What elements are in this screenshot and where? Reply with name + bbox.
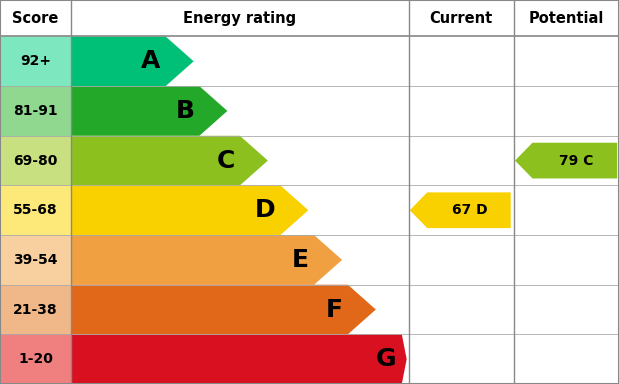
Bar	[0, 334, 71, 384]
Bar	[0, 86, 71, 136]
Text: 67 D: 67 D	[452, 203, 488, 217]
Bar	[0, 136, 71, 185]
Bar	[0, 185, 71, 235]
Text: D: D	[255, 198, 275, 222]
Text: 79 C: 79 C	[558, 154, 593, 167]
Text: 39-54: 39-54	[14, 253, 58, 267]
Text: 1-20: 1-20	[18, 352, 53, 366]
Text: A: A	[141, 49, 161, 73]
Text: 21-38: 21-38	[13, 303, 58, 316]
Bar	[0, 285, 71, 334]
Text: Potential: Potential	[529, 11, 604, 26]
Polygon shape	[515, 143, 617, 179]
Text: Score: Score	[12, 11, 59, 26]
Text: 81-91: 81-91	[13, 104, 58, 118]
Polygon shape	[410, 192, 511, 228]
Text: 55-68: 55-68	[13, 203, 58, 217]
Polygon shape	[71, 86, 227, 136]
Text: 92+: 92+	[20, 54, 51, 68]
Polygon shape	[71, 334, 407, 384]
Text: 69-80: 69-80	[14, 154, 58, 167]
Text: B: B	[175, 99, 194, 123]
Text: Current: Current	[430, 11, 493, 26]
Text: F: F	[326, 298, 343, 321]
Text: Energy rating: Energy rating	[183, 11, 297, 26]
Polygon shape	[71, 136, 268, 185]
Polygon shape	[71, 285, 376, 334]
Polygon shape	[71, 36, 194, 86]
Text: G: G	[376, 347, 397, 371]
Bar	[0, 235, 71, 285]
Polygon shape	[71, 235, 342, 285]
Text: C: C	[217, 149, 235, 172]
Bar	[0, 36, 71, 86]
Polygon shape	[71, 185, 308, 235]
Text: E: E	[292, 248, 309, 272]
